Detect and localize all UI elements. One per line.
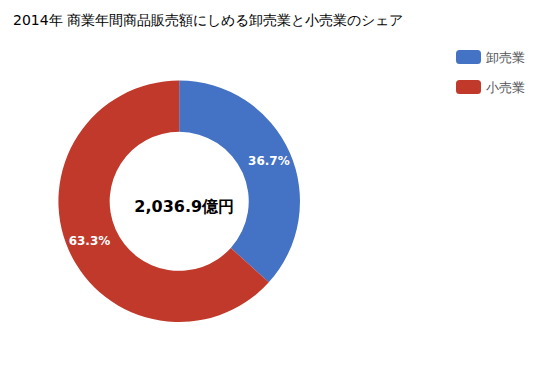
svg-text:卸売業: 卸売業 [486, 50, 525, 65]
svg-text:63.3%: 63.3% [69, 234, 111, 248]
svg-text:2,036.9億円: 2,036.9億円 [134, 197, 234, 216]
svg-text:2014年 商業年間商品販売額にしめる卸売業と小売業のシェア: 2014年 商業年間商品販売額にしめる卸売業と小売業のシェア [13, 12, 403, 28]
svg-text:36.7%: 36.7% [248, 154, 290, 168]
svg-text:小売業: 小売業 [486, 80, 525, 95]
